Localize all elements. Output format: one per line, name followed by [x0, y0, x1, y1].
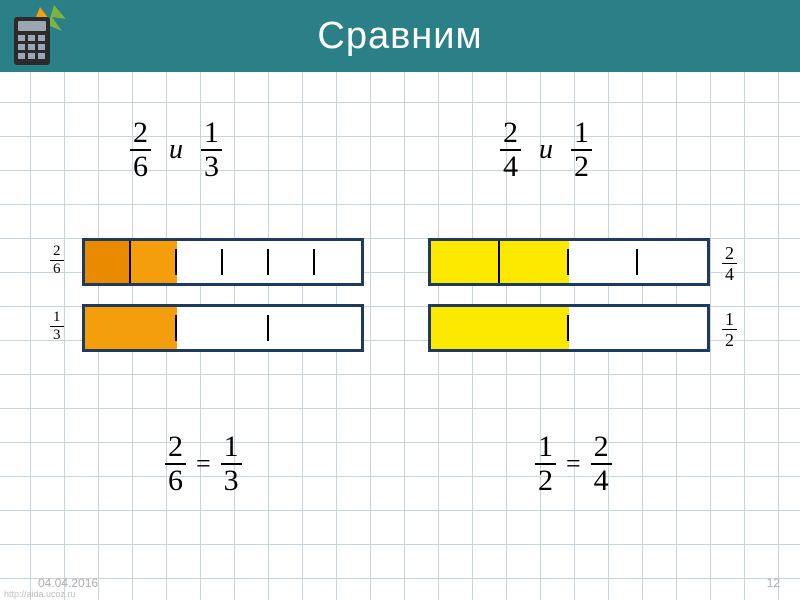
bar-segment [569, 241, 638, 283]
bar-segment [269, 241, 315, 283]
bar-segment [431, 241, 500, 283]
right-comparison-heading: 2 4 и 1 2 [500, 118, 592, 182]
left-equation: 2 6 = 1 3 [165, 432, 242, 496]
eq-frac-1-3: 1 3 [221, 432, 242, 496]
eq-frac-1-2: 1 2 [535, 432, 556, 496]
eq-frac-2-6: 2 6 [165, 432, 186, 496]
bar-segment [269, 307, 361, 349]
eq-frac-2-4: 2 4 [591, 432, 612, 496]
bar-segment [569, 307, 707, 349]
fraction-bar-2-4 [428, 238, 710, 286]
fraction-bar-1-2 [428, 304, 710, 352]
equals-sign: = [566, 449, 581, 479]
footer-url: http://aida.ucoz.ru [4, 589, 76, 599]
left-comparison-heading: 2 6 и 1 3 [130, 118, 222, 182]
fraction-1-2: 1 2 [571, 118, 592, 182]
bar-segment [223, 241, 269, 283]
bar-segment [177, 241, 223, 283]
bar-segment [177, 307, 269, 349]
title-text: Сравним [317, 15, 482, 58]
bar-segment [500, 241, 569, 283]
conjunction-and: и [169, 134, 183, 166]
slide-header: Сравним [0, 0, 800, 72]
bar-label-2-4: 2 4 [722, 244, 737, 283]
bar-segment [131, 241, 177, 283]
equals-sign: = [196, 449, 211, 479]
bar-segment [85, 241, 131, 283]
bar-label-1-2: 1 2 [722, 310, 737, 349]
bar-segment [85, 307, 177, 349]
fraction-1-3: 1 3 [201, 118, 222, 182]
bar-segment [638, 241, 707, 283]
fraction-2-6: 2 6 [130, 118, 151, 182]
footer-date: 04.04.2016 [38, 576, 98, 590]
fraction-bar-2-6 [82, 238, 364, 286]
bar-label-2-6: 2 6 [50, 244, 64, 277]
footer-page-number: 12 [767, 576, 780, 590]
bar-label-1-3: 1 3 [50, 310, 64, 343]
fraction-bar-1-3 [82, 304, 364, 352]
fraction-2-4: 2 4 [500, 118, 521, 182]
bar-segment [315, 241, 361, 283]
conjunction-and: и [539, 134, 553, 166]
calculator-icon [6, 2, 86, 70]
bar-segment [431, 307, 569, 349]
right-equation: 1 2 = 2 4 [535, 432, 612, 496]
